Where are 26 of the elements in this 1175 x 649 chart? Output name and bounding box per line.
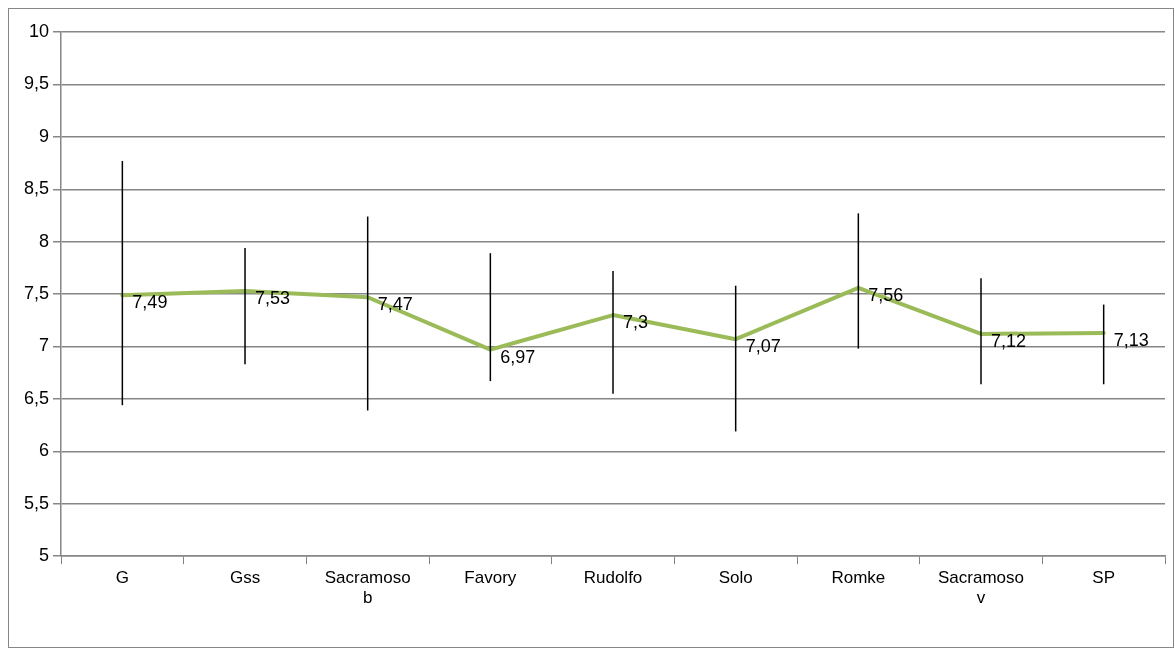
y-tick-label: 7,5 [23, 283, 50, 304]
x-tick-label: Sacramoso v [938, 568, 1024, 608]
data-label: 6,97 [500, 346, 536, 367]
y-tick-label: 9 [39, 125, 50, 146]
y-tick-label: 5 [39, 545, 50, 566]
x-tick-label: Romke [831, 568, 886, 588]
x-tick-label: Solo [718, 568, 753, 588]
x-tick-label: Rudolfo [583, 568, 643, 588]
data-label: 7,12 [991, 330, 1027, 351]
x-tick-label: G [115, 568, 129, 588]
y-tick-label: 6,5 [23, 387, 50, 408]
x-tick-label: Sacramoso b [324, 568, 411, 608]
y-tick-label: 5,5 [23, 492, 50, 513]
y-tick-label: 9,5 [23, 73, 50, 94]
data-label: 7,13 [1113, 329, 1149, 350]
data-label: 7,53 [255, 287, 291, 308]
x-tick-label: SP [1092, 568, 1116, 588]
y-tick-label: 7 [39, 335, 50, 356]
y-tick-label: 6 [39, 440, 50, 461]
y-tick-label: 8 [39, 230, 50, 251]
x-tick-label: Gss [229, 568, 261, 588]
data-label: 7,49 [132, 292, 168, 313]
y-tick-label: 8,5 [23, 178, 50, 199]
y-tick-label: 10 [28, 20, 50, 41]
x-tick-label: Favory [464, 568, 517, 588]
data-label: 7,07 [745, 336, 781, 357]
